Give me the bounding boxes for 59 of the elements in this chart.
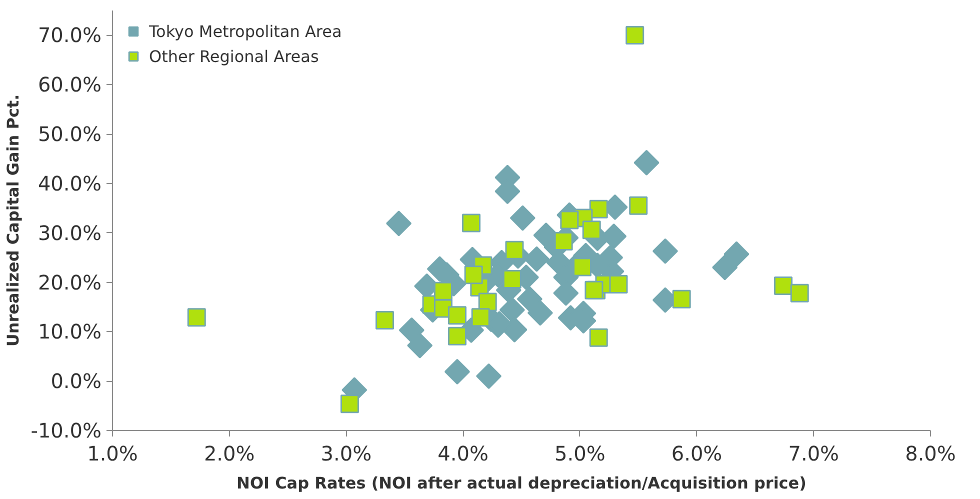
- point: [790, 284, 809, 302]
- point: [187, 308, 206, 327]
- point: [652, 238, 678, 264]
- x-tick-label: 6.0%: [671, 442, 722, 466]
- x-axis-title: NOI Cap Rates (NOI after actual depreciation/Acquisition price): [236, 474, 806, 492]
- x-tick-label: 3.0%: [320, 442, 372, 466]
- x-tick-label: 2.0%: [204, 442, 255, 466]
- point: [629, 196, 648, 215]
- point: [634, 150, 660, 176]
- legend-label: Tokyo Metropolitan Area: [149, 22, 342, 40]
- point: [573, 258, 592, 276]
- point: [524, 246, 550, 272]
- y-tick-label: 0.0%: [50, 369, 102, 394]
- y-axis-title: Unrealized Capital Gain Pct.: [4, 94, 23, 347]
- point: [774, 276, 793, 295]
- x-tick-label: 5.0%: [554, 442, 606, 466]
- legend-label: Other Regional Areas: [149, 46, 319, 66]
- y-tick-label: 60.0%: [38, 72, 102, 97]
- point: [589, 328, 608, 347]
- point: [712, 254, 738, 280]
- point: [444, 358, 470, 384]
- point: [505, 240, 524, 260]
- point: [434, 282, 452, 300]
- point: [340, 394, 359, 414]
- x-tick-label: 1.0%: [87, 442, 138, 466]
- point: [448, 326, 466, 346]
- point: [386, 210, 412, 236]
- point: [376, 311, 394, 330]
- y-tick-label: 10.0%: [38, 320, 102, 344]
- y-tick-label: 40.0%: [38, 171, 102, 196]
- point: [609, 274, 628, 294]
- point: [502, 270, 522, 289]
- point: [471, 308, 490, 327]
- point: [672, 290, 691, 308]
- point: [589, 200, 608, 218]
- point: [626, 26, 644, 44]
- point: [462, 214, 480, 232]
- point: [464, 266, 483, 284]
- point: [584, 280, 604, 300]
- x-tick-label: 7.0%: [788, 442, 840, 466]
- point: [476, 363, 502, 389]
- point: [560, 210, 579, 230]
- point: [724, 241, 750, 267]
- point: [510, 205, 536, 231]
- y-tick-label: 20.0%: [38, 270, 102, 294]
- y-tick-label: 50.0%: [38, 122, 102, 146]
- point: [554, 232, 573, 251]
- point: [582, 220, 601, 240]
- point: [407, 332, 433, 358]
- y-tick-label: 30.0%: [38, 220, 102, 245]
- point: [499, 297, 525, 323]
- point: [516, 286, 542, 312]
- y-tick-label: 70.0%: [38, 23, 102, 48]
- x-tick-label: 4.0%: [438, 442, 488, 466]
- point: [398, 317, 424, 343]
- point: [527, 300, 553, 326]
- y-tick-label: -10.0%: [30, 418, 102, 442]
- x-tick-label: 8.0%: [905, 442, 956, 466]
- point: [448, 306, 466, 325]
